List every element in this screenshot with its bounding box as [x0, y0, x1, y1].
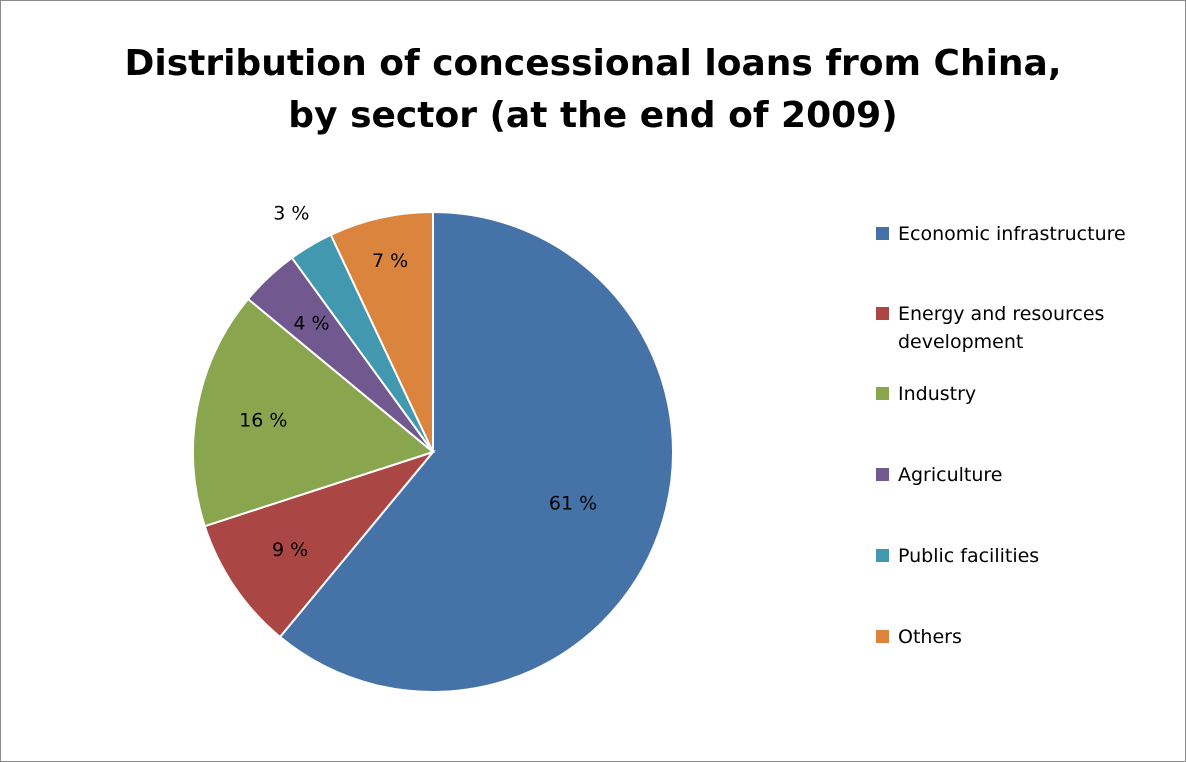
data-label: 61 %	[549, 492, 597, 514]
legend-item-agriculture: Agriculture	[876, 461, 1168, 489]
pie-slice-energy-and-resources-development	[203, 449, 436, 639]
data-label: 9 %	[272, 539, 308, 561]
legend-label: Public facilities	[898, 545, 1040, 567]
data-label: 4 %	[293, 313, 329, 335]
data-label: 3 %	[273, 202, 309, 224]
legend-label: Industry	[898, 383, 977, 405]
data-label: 16 %	[239, 410, 287, 432]
pie-slice-industry	[192, 297, 436, 528]
legend-label: Energy and resources development	[898, 303, 1105, 353]
legend-label: Economic infrastructure	[898, 223, 1126, 245]
pie-slices	[192, 210, 674, 693]
data-label: 7 %	[372, 250, 408, 272]
legend-item-industry: Industry	[876, 380, 1168, 408]
legend-item-economic-infrastructure: Economic infrastructure	[876, 220, 1168, 248]
legend-swatch	[876, 468, 889, 481]
chart-title-line-2: by sector (at the end of 2009)	[288, 95, 898, 136]
pie-slice-others	[329, 210, 434, 453]
legend-label: Others	[898, 626, 962, 648]
legend-swatch	[876, 630, 889, 643]
pie-data-labels: 61 % 9 % 16 % 4 % 3 % 7 %	[239, 202, 597, 561]
legend-swatch	[876, 549, 889, 562]
legend-label: Agriculture	[898, 464, 1003, 486]
legend-item-public-facilities: Public facilities	[876, 542, 1168, 570]
legend-swatch	[876, 387, 889, 400]
legend-item-energy-and-resources-development: Energy and resources development	[876, 300, 1138, 356]
legend-swatch	[876, 227, 889, 240]
chart-title: Distribution of concessional loans from …	[0, 38, 1186, 142]
chart-title-line-1: Distribution of concessional loans from …	[124, 43, 1062, 84]
legend-swatch	[876, 307, 889, 320]
pie-slice-economic-infrastructure	[278, 210, 674, 693]
legend-item-others: Others	[876, 623, 1168, 651]
